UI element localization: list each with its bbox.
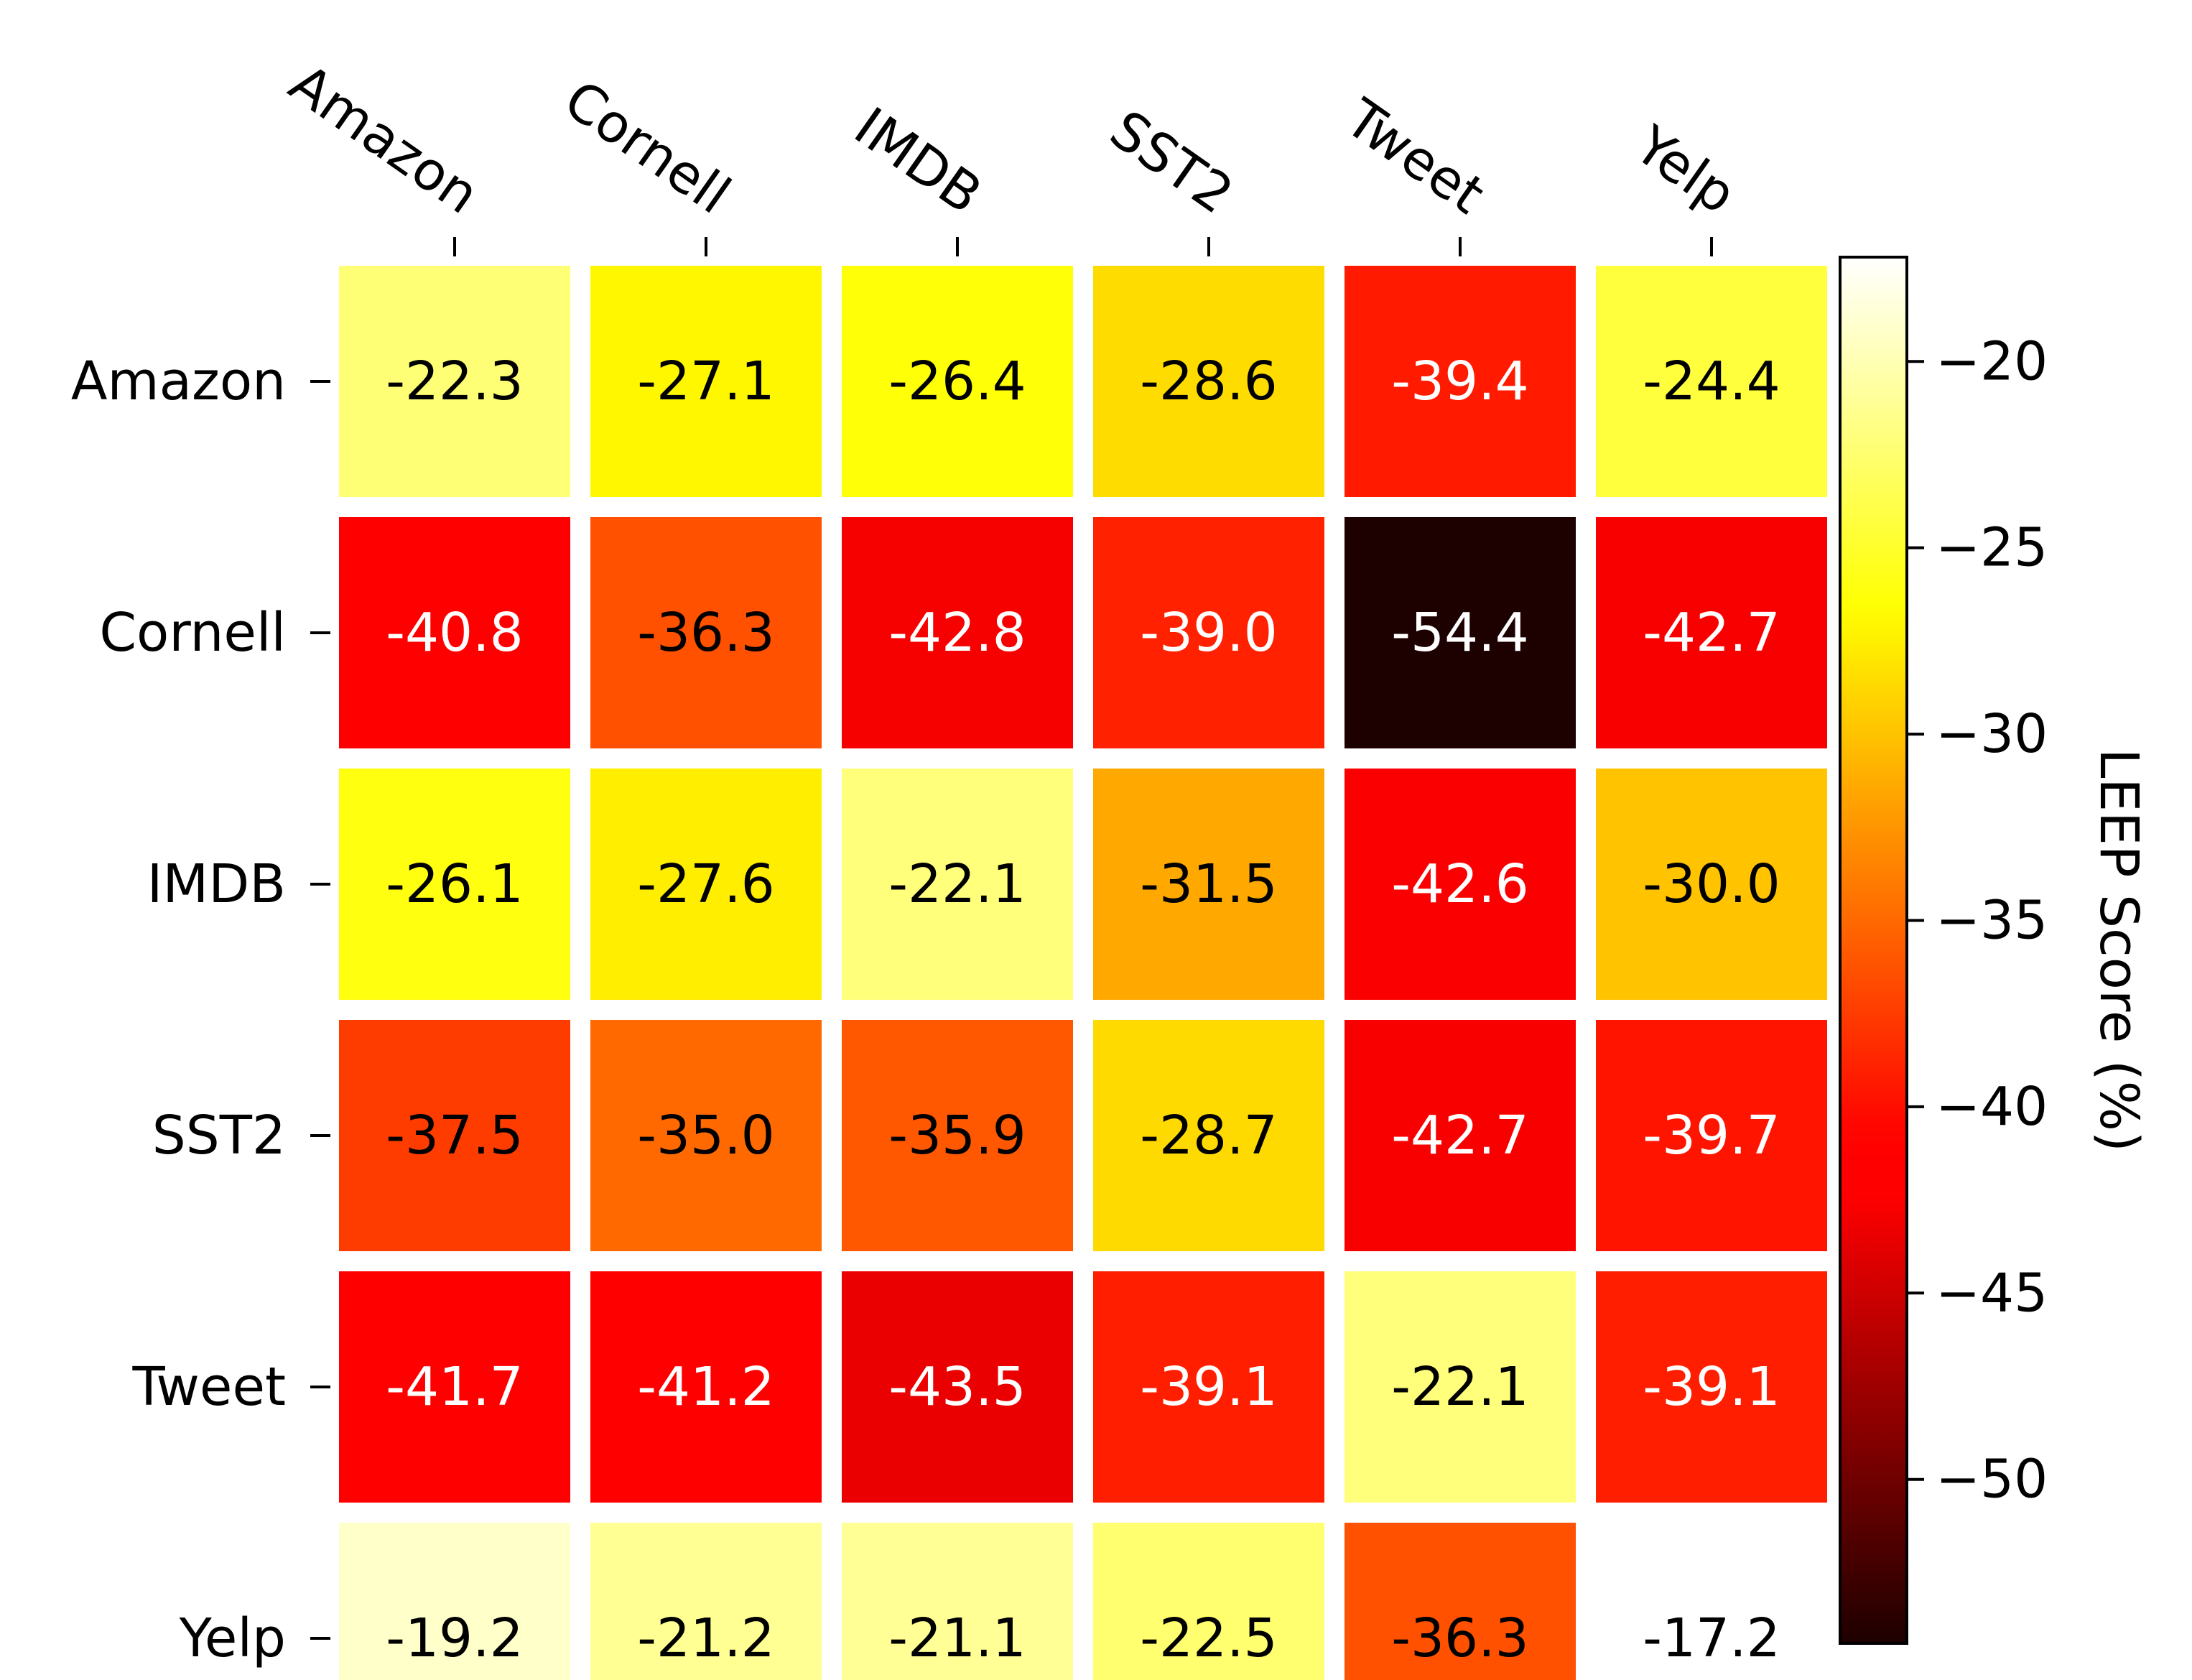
cell-value-label: -21.2 (637, 1607, 774, 1669)
x-tick-label: IMDB (843, 96, 993, 226)
heatmap-cell-tweet-yelp (1596, 1271, 1827, 1503)
heatmap-cell-yelp-cornell (590, 1523, 822, 1680)
heatmap-cell-cornell-amazon (339, 517, 570, 748)
heatmap-cell-amazon-cornell (590, 266, 822, 497)
cell-value-label: -35.9 (888, 1105, 1026, 1166)
colorbar-tick-label: −40 (1936, 1076, 2048, 1138)
colorbar-gradient (1839, 256, 1908, 1645)
cell-value-label: -30.0 (1643, 853, 1780, 915)
cell-value-label: -28.6 (1140, 351, 1277, 412)
heatmap-cell-cornell-imdb (842, 517, 1073, 748)
heatmap-cell-labels: -22.3 -27.1 -26.4 -28.6 -39.4 -24.4 -40.8 -36.3… (386, 351, 1780, 1669)
y-tick-label: Yelp (179, 1607, 286, 1669)
cell-value-label: -27.1 (637, 351, 774, 412)
x-tick-label: Tweet (1334, 87, 1495, 226)
heatmap-cell-amazon-tweet (1345, 266, 1576, 497)
heatmap-cell-yelp-yelp (1596, 1523, 1827, 1680)
heatmap-cell-tweet-sst2 (1093, 1271, 1324, 1503)
cell-value-label: -22.5 (1140, 1607, 1277, 1669)
heatmap-cell-sst2-amazon (339, 1020, 570, 1251)
colorbar-tick-label: −50 (1936, 1449, 2048, 1510)
heatmap-cell-yelp-sst2 (1093, 1523, 1324, 1680)
heatmap-cell-amazon-sst2 (1093, 266, 1324, 497)
cell-value-label: -27.6 (637, 853, 774, 915)
heatmap-cell-sst2-tweet (1345, 1020, 1576, 1251)
y-tick-label: IMDB (147, 853, 286, 915)
cell-value-label: -26.4 (888, 351, 1026, 412)
cell-value-label: -54.4 (1391, 602, 1528, 664)
heatmap-cell-sst2-imdb (842, 1020, 1073, 1251)
heatmap-cell-imdb-cornell (590, 769, 822, 1000)
heatmap-cell-yelp-tweet (1345, 1523, 1576, 1680)
heatmap-cell-imdb-tweet (1345, 769, 1576, 1000)
y-tick-label: Tweet (131, 1356, 286, 1418)
cell-value-label: -39.0 (1140, 602, 1277, 664)
cell-value-label: -22.1 (1391, 1356, 1528, 1418)
x-tick-label: Yelp (1623, 114, 1747, 226)
y-tick-label: SST2 (152, 1105, 286, 1166)
cell-value-label: -35.0 (637, 1105, 774, 1166)
heatmap-cell-tweet-tweet (1345, 1271, 1576, 1503)
cell-value-label: -31.5 (1140, 853, 1277, 915)
heatmap-cell-amazon-yelp (1596, 266, 1827, 497)
cell-value-label: -36.3 (1391, 1607, 1528, 1669)
heatmap-cell-yelp-imdb (842, 1523, 1073, 1680)
heatmap-cell-amazon-amazon (339, 266, 570, 497)
cell-value-label: -22.3 (386, 351, 523, 412)
heatmap-cell-sst2-sst2 (1093, 1020, 1324, 1251)
x-tick-label: SST2 (1099, 98, 1244, 226)
cell-value-label: -36.3 (637, 602, 774, 664)
heatmap-cell-sst2-cornell (590, 1020, 822, 1251)
heatmap-cell-imdb-sst2 (1093, 769, 1324, 1000)
heatmap-cell-amazon-imdb (842, 266, 1073, 497)
cell-value-label: -17.2 (1643, 1607, 1780, 1669)
heatmap-cell-cornell-sst2 (1093, 517, 1324, 748)
cell-value-label: -42.7 (1391, 1105, 1528, 1166)
y-axis: Amazon Cornell IMDB SST2 Tweet Yelp (71, 351, 330, 1669)
heatmap-cell-imdb-yelp (1596, 769, 1827, 1000)
cell-value-label: -19.2 (386, 1607, 523, 1669)
cell-value-label: -40.8 (386, 602, 523, 664)
cell-value-label: -43.5 (888, 1356, 1026, 1418)
cell-value-label: -39.1 (1140, 1356, 1277, 1418)
heatmap-cells (339, 266, 1827, 1680)
heatmap-cell-tweet-imdb (842, 1271, 1073, 1503)
y-tick-label: Amazon (71, 351, 286, 412)
cell-value-label: -41.2 (637, 1356, 774, 1418)
heatmap-cell-tweet-amazon (339, 1271, 570, 1503)
cell-value-label: -39.7 (1643, 1105, 1780, 1166)
heatmap-cell-yelp-amazon (339, 1523, 570, 1680)
heatmap-cell-cornell-yelp (1596, 517, 1827, 748)
cell-value-label: -22.1 (888, 853, 1026, 915)
heatmap-cell-imdb-imdb (842, 769, 1073, 1000)
cell-value-label: -39.1 (1643, 1356, 1780, 1418)
cell-value-label: -42.8 (888, 602, 1026, 664)
cell-value-label: -37.5 (386, 1105, 523, 1166)
cell-value-label: -26.1 (386, 853, 523, 915)
cell-value-label: -41.7 (386, 1356, 523, 1418)
colorbar-tick-label: −30 (1936, 703, 2048, 765)
heatmap-cell-tweet-cornell (590, 1271, 822, 1503)
colorbar-tick-label: −45 (1936, 1262, 2048, 1324)
colorbar-tick-label: −20 (1936, 330, 2048, 392)
cell-value-label: -39.4 (1391, 351, 1528, 412)
cell-value-label: -42.6 (1391, 853, 1528, 915)
colorbar: −20 −25 −30 −35 −40 −45 −50 LEEP Score (%) (1839, 256, 2150, 1645)
x-tick-label: Amazon (279, 52, 490, 226)
x-tick-label: Cornell (553, 68, 741, 226)
colorbar-label: LEEP Score (%) (2088, 748, 2150, 1152)
colorbar-tick-label: −25 (1936, 517, 2048, 579)
heatmap-cell-imdb-amazon (339, 769, 570, 1000)
cell-value-label: -42.7 (1643, 602, 1780, 664)
heatmap-cell-cornell-tweet (1345, 517, 1576, 748)
heatmap-cell-cornell-cornell (590, 517, 822, 748)
cell-value-label: -24.4 (1643, 351, 1780, 412)
colorbar-tick-label: −35 (1936, 889, 2048, 951)
cell-value-label: -28.7 (1140, 1105, 1277, 1166)
heatmap-cell-sst2-yelp (1596, 1020, 1827, 1251)
y-tick-label: Cornell (99, 602, 286, 664)
cell-value-label: -21.1 (888, 1607, 1026, 1669)
x-axis: Amazon Cornell IMDB SST2 Tweet Yelp (279, 52, 1747, 256)
